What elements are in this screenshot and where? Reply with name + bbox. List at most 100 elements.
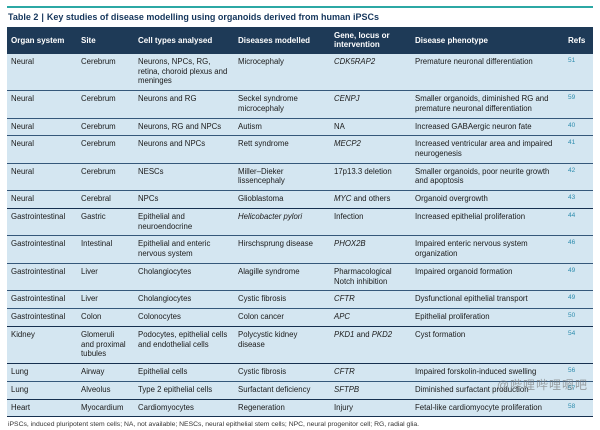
cell-organ: Kidney bbox=[7, 325, 77, 364]
cell-organ: Heart bbox=[7, 398, 77, 417]
cell-cells: Neurons and NPCs bbox=[134, 135, 234, 164]
table-row: Neural Cerebrum NESCs Miller–Dieker lissenc… bbox=[7, 162, 593, 191]
cell-site: Airway bbox=[77, 363, 134, 382]
cell-phenotype: Increased ventricular area and impaired … bbox=[411, 135, 563, 164]
cell-phenotype: Increased epithelial proliferation bbox=[411, 207, 563, 236]
cell-site: Cerebrum bbox=[77, 117, 134, 136]
column-header-gene-locus-or-intervention: Gene, locus or intervention bbox=[330, 27, 411, 54]
table-title-text: Key studies of disease modelling using o… bbox=[46, 12, 379, 22]
cell-site: Cerebrum bbox=[77, 162, 134, 191]
cell-cells: Neurons, RG and NPCs bbox=[134, 117, 234, 136]
cell-phenotype: Fetal-like cardiomyocyte proliferation bbox=[411, 398, 563, 417]
column-header-site: Site bbox=[77, 27, 134, 54]
cell-disease: Alagille syndrome bbox=[234, 262, 330, 291]
cell-organ: Neural bbox=[7, 190, 77, 209]
cell-disease: Microcephaly bbox=[234, 53, 330, 91]
cell-gene: CFTR bbox=[330, 363, 411, 382]
cell-refs: 57 bbox=[563, 380, 593, 399]
table-header: Organ system Site Cell types analysed Disea… bbox=[7, 27, 593, 54]
accent-rule bbox=[7, 6, 593, 8]
cell-refs: 49 bbox=[563, 290, 593, 309]
cell-organ: Gastrointestinal bbox=[7, 262, 77, 291]
cell-phenotype: Impaired forskolin-induced swelling bbox=[411, 363, 563, 382]
cell-cells: Epithelial and neuroendocrine bbox=[134, 207, 234, 236]
cell-cells: Cholangiocytes bbox=[134, 262, 234, 291]
cell-cells: Type 2 epithelial cells bbox=[134, 380, 234, 399]
cell-organ: Lung bbox=[7, 380, 77, 399]
cell-disease: Autism bbox=[234, 117, 330, 136]
cell-gene: NA bbox=[330, 117, 411, 136]
table-row: Neural Cerebrum Neurons and RG Seckel syndr… bbox=[7, 90, 593, 119]
cell-organ: Neural bbox=[7, 162, 77, 191]
cell-disease: Surfactant deficiency bbox=[234, 380, 330, 399]
cell-disease: Regeneration bbox=[234, 398, 330, 417]
cell-gene: Infection bbox=[330, 207, 411, 236]
cell-disease: Cystic fibrosis bbox=[234, 290, 330, 309]
table-row: Gastrointestinal Colon Colonocytes Colon ca… bbox=[7, 308, 593, 327]
cell-disease: Colon cancer bbox=[234, 308, 330, 327]
cell-phenotype: Diminished surfactant production bbox=[411, 380, 563, 399]
cell-gene: CENPJ bbox=[330, 90, 411, 119]
table-body: Neural Cerebrum Neurons, NPCs, RG, retina,… bbox=[7, 53, 593, 417]
cell-gene: Injury bbox=[330, 398, 411, 417]
cell-phenotype: Smaller organoids, poor neurite growth a… bbox=[411, 162, 563, 191]
table-row: Gastrointestinal Liver Cholangiocytes Cysti… bbox=[7, 290, 593, 309]
cell-cells: Epithelial cells bbox=[134, 363, 234, 382]
cell-site: Liver bbox=[77, 262, 134, 291]
cell-disease: Polycystic kidney disease bbox=[234, 325, 330, 364]
column-header-diseases-modelled: Diseases modelled bbox=[234, 27, 330, 54]
table-row: Gastrointestinal Gastric Epithelial and ne… bbox=[7, 207, 593, 236]
cell-refs: 50 bbox=[563, 308, 593, 327]
cell-site: Cerebrum bbox=[77, 135, 134, 164]
cell-site: Intestinal bbox=[77, 235, 134, 264]
table-row: Gastrointestinal Intestinal Epithelial and… bbox=[7, 235, 593, 264]
cell-refs: 51 bbox=[563, 53, 593, 91]
cell-cells: Epithelial and enteric nervous system bbox=[134, 235, 234, 264]
cell-refs: 41 bbox=[563, 135, 593, 164]
cell-gene: PHOX2B bbox=[330, 235, 411, 264]
table-footnote: iPSCs, induced pluripotent stem cells; N… bbox=[8, 421, 420, 429]
column-header-refs: Refs bbox=[563, 27, 593, 54]
cell-site: Colon bbox=[77, 308, 134, 327]
table-row: Neural Cerebrum Neurons and NPCs Rett syndr… bbox=[7, 135, 593, 164]
cell-phenotype: Increased GABAergic neuron fate bbox=[411, 117, 563, 136]
cell-site: Myocardium bbox=[77, 398, 134, 417]
cell-cells: Cardiomyocytes bbox=[134, 398, 234, 417]
cell-refs: 56 bbox=[563, 363, 593, 382]
cell-gene: CDK5RAP2 bbox=[330, 53, 411, 91]
column-header-cell-types-analysed: Cell types analysed bbox=[134, 27, 234, 54]
cell-gene: MECP2 bbox=[330, 135, 411, 164]
cell-organ: Gastrointestinal bbox=[7, 235, 77, 264]
table-number: Table 2 bbox=[8, 12, 39, 22]
cell-disease: Hirschsprung disease bbox=[234, 235, 330, 264]
cell-cells: Colonocytes bbox=[134, 308, 234, 327]
cell-site: Gastric bbox=[77, 207, 134, 236]
cell-gene: MYC and others bbox=[330, 190, 411, 209]
cell-cells: Neurons, NPCs, RG, retina, choroid plexu… bbox=[134, 53, 234, 91]
cell-site: Cerebral bbox=[77, 190, 134, 209]
cell-organ: Neural bbox=[7, 90, 77, 119]
table-row: Kidney Glomeruli and proximal tubules Podo… bbox=[7, 325, 593, 364]
cell-cells: Neurons and RG bbox=[134, 90, 234, 119]
data-table: Organ system Site Cell types analysed Disea… bbox=[7, 27, 593, 418]
column-header-disease-phenotype: Disease phenotype bbox=[411, 27, 563, 54]
cell-refs: 44 bbox=[563, 207, 593, 236]
cell-refs: 58 bbox=[563, 398, 593, 417]
cell-organ: Lung bbox=[7, 363, 77, 382]
cell-refs: 43 bbox=[563, 190, 593, 209]
cell-disease: Rett syndrome bbox=[234, 135, 330, 164]
title-divider: | bbox=[41, 12, 44, 22]
cell-cells: Cholangiocytes bbox=[134, 290, 234, 309]
cell-organ: Gastrointestinal bbox=[7, 308, 77, 327]
cell-cells: NPCs bbox=[134, 190, 234, 209]
cell-organ: Neural bbox=[7, 135, 77, 164]
cell-organ: Neural bbox=[7, 117, 77, 136]
cell-phenotype: Epithelial proliferation bbox=[411, 308, 563, 327]
cell-site: Alveolus bbox=[77, 380, 134, 399]
cell-gene: PKD1 and PKD2 bbox=[330, 325, 411, 364]
cell-disease: Cystic fibrosis bbox=[234, 363, 330, 382]
cell-refs: 59 bbox=[563, 90, 593, 119]
cell-cells: NESCs bbox=[134, 162, 234, 191]
cell-site: Glomeruli and proximal tubules bbox=[77, 325, 134, 364]
